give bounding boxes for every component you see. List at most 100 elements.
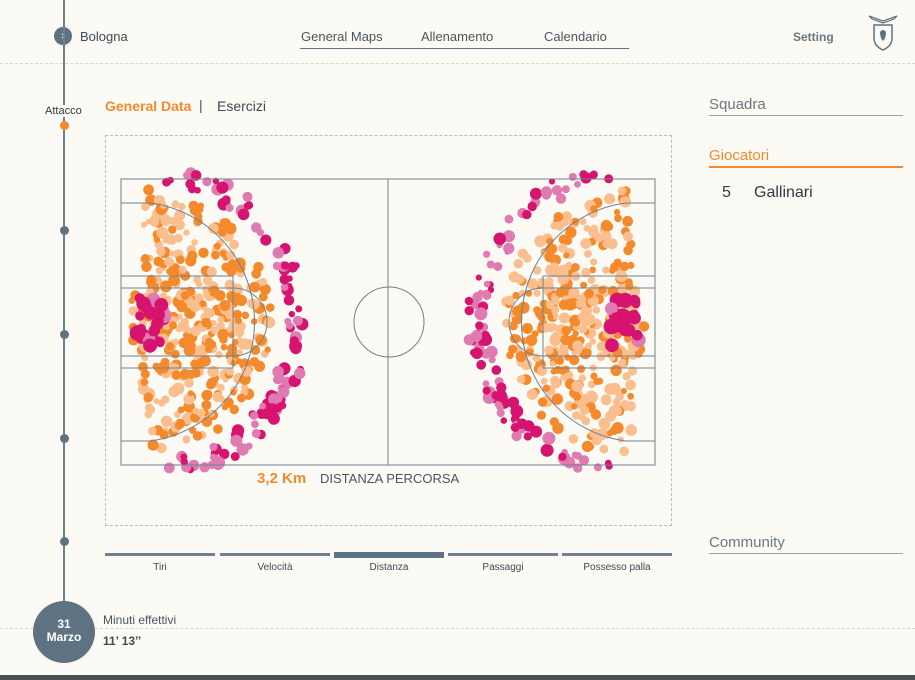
heat-blob	[164, 217, 172, 225]
heat-blob	[609, 312, 623, 326]
heat-blob	[578, 324, 588, 334]
heat-blob	[522, 209, 532, 220]
heat-blob	[552, 337, 559, 344]
nav-calendario[interactable]: Calendario	[544, 29, 607, 44]
heat-blob	[491, 365, 502, 375]
heat-blob	[164, 256, 175, 267]
heat-blob	[558, 234, 569, 245]
heat-blob	[555, 193, 567, 204]
heat-blob	[483, 280, 491, 288]
heat-blob	[517, 248, 528, 259]
stat-value: 3,2 Km	[257, 470, 307, 487]
heat-blob	[273, 374, 283, 385]
timeline-dot[interactable]	[59, 434, 69, 443]
heat-blob	[464, 296, 474, 306]
timeline-dot-active[interactable]	[59, 121, 69, 130]
heat-blob	[141, 202, 150, 211]
heat-blob	[504, 295, 515, 306]
heat-blob	[235, 358, 243, 365]
heat-blob	[605, 462, 613, 470]
metric-tab-velocita[interactable]: Velocità	[220, 553, 330, 577]
heat-blob	[581, 416, 591, 426]
metric-tab-possesso-palla[interactable]: Possesso palla	[562, 553, 672, 577]
heat-blob	[153, 236, 161, 243]
heat-blob	[213, 424, 223, 434]
heat-blob	[577, 294, 584, 301]
heat-blob	[478, 339, 485, 346]
heat-blob	[251, 420, 259, 429]
heat-blob	[617, 436, 624, 443]
heat-blob	[207, 365, 219, 378]
heat-blob	[194, 293, 204, 303]
heat-blob	[622, 215, 633, 227]
nav-allenamento[interactable]: Allenamento	[421, 29, 494, 44]
setting-link[interactable]: Setting	[793, 30, 834, 44]
heat-blob	[585, 390, 597, 402]
heat-blob	[236, 349, 243, 356]
heat-blob	[226, 291, 237, 302]
heat-blob	[638, 321, 650, 332]
heat-blob	[573, 463, 583, 473]
heat-blob	[579, 405, 590, 415]
heat-blob	[225, 203, 234, 212]
heat-blob	[482, 380, 490, 388]
community-header[interactable]: Community	[709, 534, 903, 554]
heat-blob	[171, 370, 182, 380]
team-name[interactable]: Bologna	[80, 29, 128, 44]
heat-blob	[285, 321, 294, 330]
heat-blob	[507, 396, 520, 409]
heat-blob	[171, 200, 180, 209]
timeline-dot[interactable]	[59, 330, 69, 339]
heat-blob	[242, 338, 254, 350]
tab-general-data[interactable]: General Data	[105, 98, 192, 114]
heat-blob	[184, 378, 194, 388]
heat-blob	[187, 250, 198, 261]
heat-blob	[494, 400, 502, 408]
giocatori-header[interactable]: Giocatori	[709, 147, 903, 168]
heat-blob	[280, 261, 290, 270]
metric-tab-bar	[105, 553, 215, 556]
heat-blob	[542, 431, 556, 445]
squadra-header[interactable]: Squadra	[709, 96, 903, 116]
court-lines	[120, 178, 656, 466]
timeline-dot[interactable]	[59, 537, 69, 546]
heat-blob	[266, 403, 279, 415]
heat-blob	[571, 263, 580, 272]
heat-blob	[605, 338, 619, 353]
nav-general-maps[interactable]: General Maps	[301, 29, 383, 44]
heat-blob	[182, 435, 191, 444]
heat-blob	[537, 313, 546, 322]
heat-blob	[620, 349, 630, 358]
minuti-label: Minuti effettivi	[103, 613, 177, 627]
heat-blob	[480, 330, 491, 341]
date-badge[interactable]: 31 Marzo	[33, 601, 95, 663]
heat-blob	[617, 292, 633, 308]
heat-blob	[575, 299, 584, 308]
metric-tab-tiri[interactable]: Tiri	[105, 553, 215, 577]
heat-blob	[272, 247, 285, 259]
heat-blob	[536, 410, 547, 420]
heat-blob	[629, 309, 639, 319]
metric-tab-passaggi[interactable]: Passaggi	[448, 553, 558, 577]
heat-blob	[215, 351, 223, 359]
heat-blob	[545, 300, 555, 310]
heat-blob	[159, 430, 169, 440]
heat-blob	[141, 254, 150, 263]
tab-esercizi[interactable]: Esercizi	[217, 98, 267, 114]
heat-blob	[600, 394, 612, 406]
heat-blob	[202, 275, 213, 286]
heat-blob	[541, 190, 551, 200]
heat-blob	[605, 302, 618, 316]
heat-blob	[143, 392, 154, 403]
heat-blob	[225, 367, 234, 376]
metric-tab-distanza[interactable]: Distanza	[334, 552, 444, 577]
metric-tab-label: Velocità	[257, 562, 293, 573]
heat-blob	[611, 422, 624, 434]
heat-blob	[225, 311, 234, 320]
timeline-dot[interactable]	[59, 226, 69, 235]
shield-bird-icon[interactable]	[866, 12, 900, 52]
heat-blob	[515, 351, 527, 362]
player-name[interactable]: Gallinari	[754, 184, 813, 201]
heat-blob	[532, 266, 542, 275]
heat-blob	[561, 211, 572, 222]
